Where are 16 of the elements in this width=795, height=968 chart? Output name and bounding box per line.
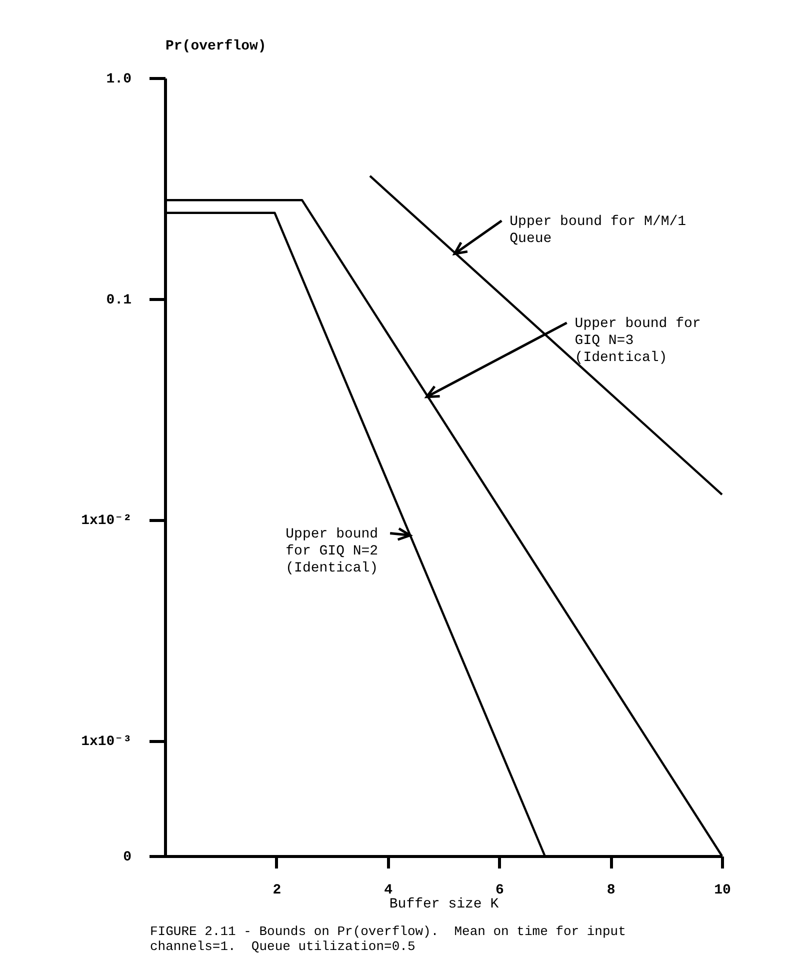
- annotation: Upper bound for M/M/1 Queue: [510, 214, 686, 247]
- x-axis-title: Buffer size K: [389, 896, 500, 912]
- x-tick-label: 8: [606, 882, 616, 898]
- y-tick-label: 0.1: [106, 292, 132, 308]
- y-axis-title: Pr(overflow): [166, 38, 266, 54]
- y-tick-label: 1x10⁻²: [81, 513, 132, 530]
- annotation: Upper bound for GIQ N=3 (Identical): [574, 316, 701, 366]
- y-tick-label: 1x10⁻³: [81, 734, 132, 750]
- x-tick-label: 4: [384, 882, 393, 898]
- caption: FIGURE 2.11 - Bounds on Pr(overflow). Mean on time for input channels=1. Queue utilization=0.5: [150, 924, 626, 954]
- y-tick-label: 1.0: [106, 72, 132, 88]
- annotation: Upper bound for GIQ N=2 (Identical): [286, 526, 378, 576]
- x-tick-label: 2: [272, 882, 282, 898]
- x-tick-label: 10: [714, 882, 731, 898]
- x-tick-label: 6: [495, 882, 504, 898]
- y-tick-label: 0: [123, 850, 132, 866]
